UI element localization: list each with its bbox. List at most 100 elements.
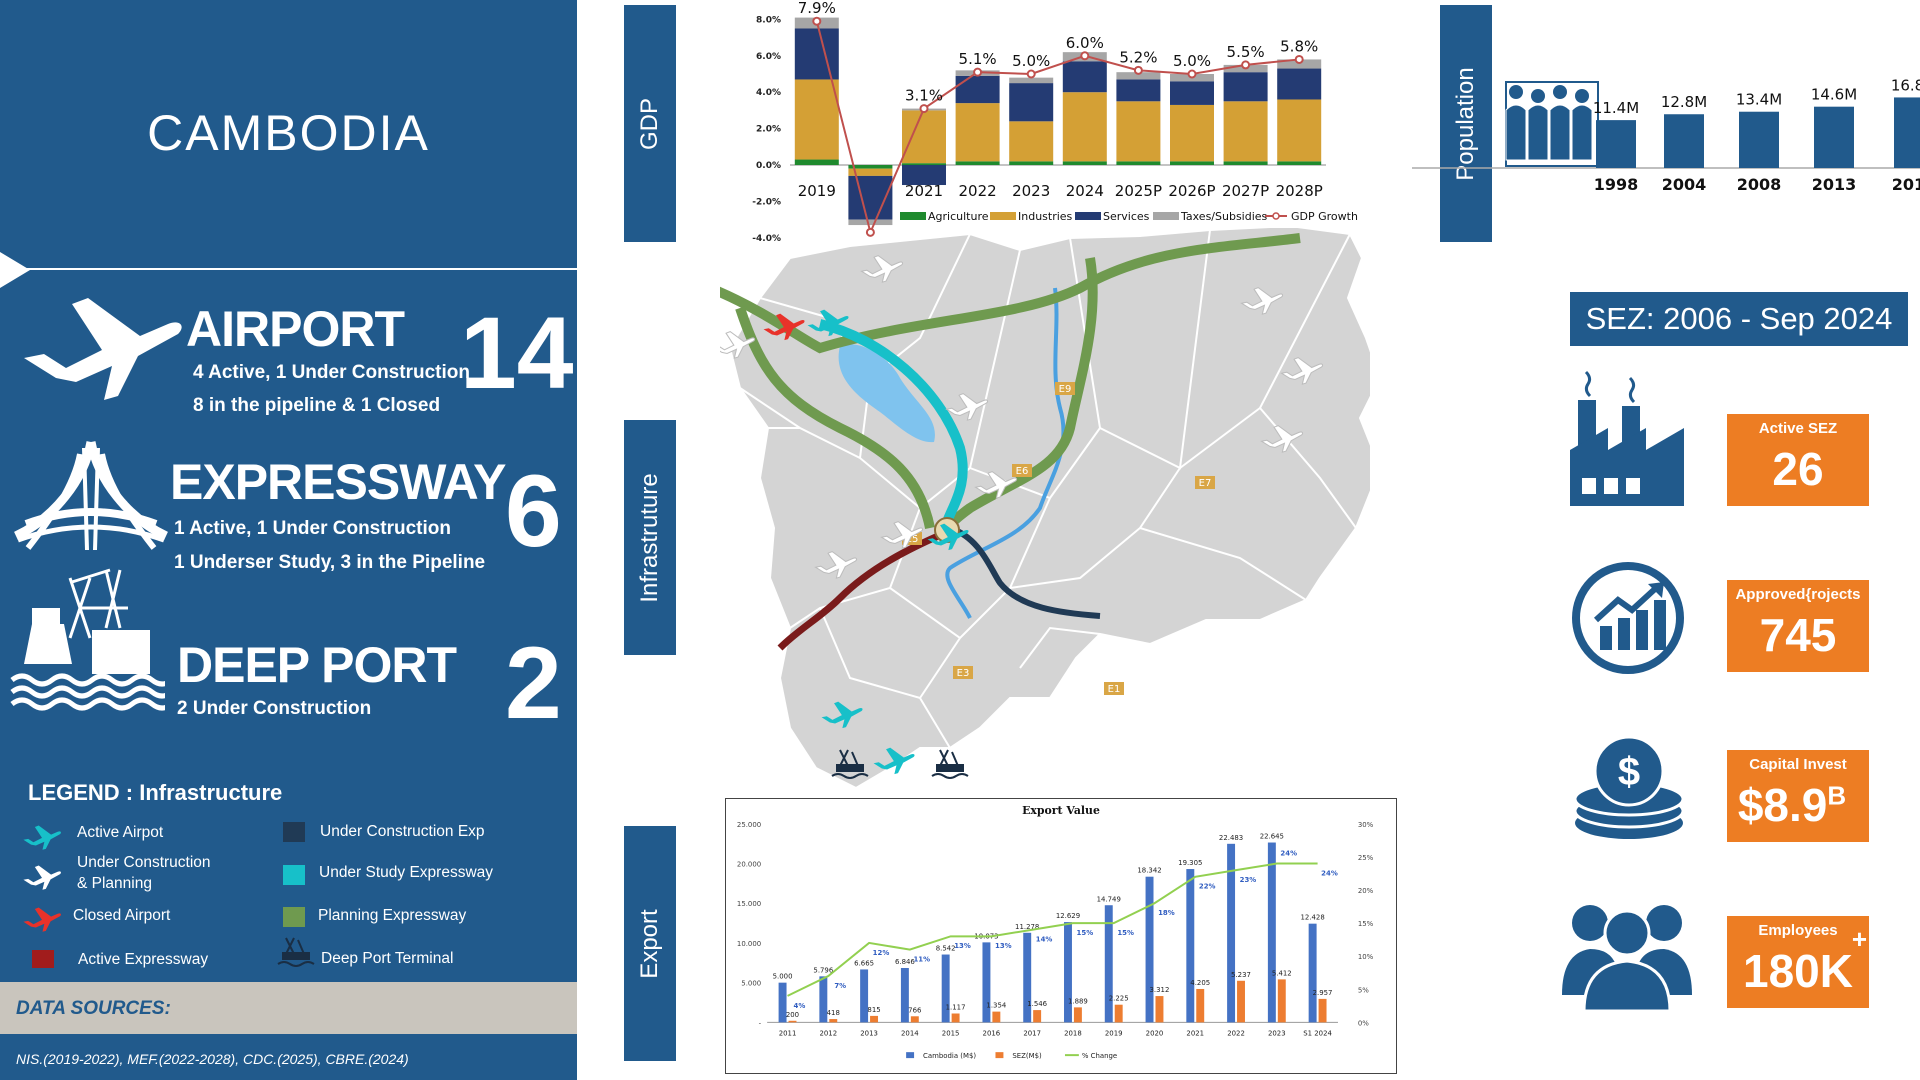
gdp-growth-point xyxy=(919,104,929,114)
gdp-bar-segment xyxy=(1009,77,1054,84)
legend-active-expressway: Active Expressway xyxy=(78,951,209,968)
legend-deep-port-terminal: Deep Port Terminal xyxy=(321,950,454,967)
gdp-x-tick: 2027P xyxy=(1222,182,1269,200)
export-change-label: 12% xyxy=(873,949,890,957)
sez-capital-box: Capital Invest $8.9B xyxy=(1727,750,1869,842)
green-expressway-e7 xyxy=(935,257,1098,541)
export-cambodia-bar xyxy=(982,942,991,1023)
export-sez-label: 418 xyxy=(827,1009,840,1017)
under-study-expressway-swatch xyxy=(283,865,305,885)
country-title: CAMBODIA xyxy=(147,105,430,161)
export-x-tick: 2012 xyxy=(819,1029,837,1037)
gdp-bar-segment xyxy=(1116,161,1161,165)
export-cambodia-label: 12.629 xyxy=(1056,912,1080,920)
export-sez-bar xyxy=(1318,998,1327,1023)
coins-icon: $ xyxy=(1573,735,1685,839)
export-sez-label: 1.889 xyxy=(1068,997,1088,1005)
export-sez-label: 5.237 xyxy=(1231,971,1251,979)
export-y2-tick: 15% xyxy=(1358,920,1374,928)
gdp-growth-point xyxy=(1241,60,1251,70)
gdp-y-tick: 2.0% xyxy=(756,125,781,135)
export-title: Export Value xyxy=(1022,804,1100,817)
population-section-label: Population xyxy=(1440,5,1492,242)
export-x-tick: 2016 xyxy=(983,1029,1001,1037)
gdp-growth-point xyxy=(865,227,875,237)
expressway-line1: 1 Active, 1 Under Construction xyxy=(174,518,451,539)
planning-airport-marker xyxy=(1280,357,1324,385)
export-sez-bar xyxy=(1114,1004,1123,1023)
gdp-x-tick: 2028P xyxy=(1276,182,1323,200)
infrastructure-map: E9 E6 E7 E5 E3 E1 xyxy=(720,228,1370,790)
gdp-bar-segment xyxy=(1223,101,1268,162)
gdp-bar-segment xyxy=(848,165,893,169)
gdp-legend-label: Agriculture xyxy=(928,210,989,223)
sez-capital-suffix: B xyxy=(1827,780,1847,811)
export-change-label: 4% xyxy=(794,1002,806,1010)
people-icon xyxy=(1562,905,1692,1013)
planning-airport-marker xyxy=(974,471,1018,499)
legend-under-study-expressway: Under Study Expressway xyxy=(319,864,494,881)
gdp-growth-line xyxy=(815,20,1300,236)
export-change-line xyxy=(787,862,1318,997)
airport-line2: 8 in the pipeline & 1 Closed xyxy=(193,395,441,416)
deep-port-title: DEEP PORT xyxy=(177,637,457,693)
airport-line1: 4 Active, 1 Under Construction xyxy=(193,362,470,383)
export-cambodia-label: 8.542 xyxy=(936,945,956,953)
legend-planning-expressway: Planning Expressway xyxy=(318,907,467,924)
population-bar xyxy=(1739,111,1779,168)
gdp-bar-segment xyxy=(1223,72,1268,102)
export-cambodia-bar xyxy=(819,976,828,1023)
export-sez-bar xyxy=(992,1011,1001,1023)
export-x-tick: 2015 xyxy=(942,1029,960,1037)
export-x-tick: 2019 xyxy=(1105,1029,1123,1037)
export-legend-swatch xyxy=(906,1052,915,1059)
export-cambodia-bar xyxy=(1104,905,1113,1023)
dark-expressway-e1 xyxy=(948,525,1101,619)
export-cambodia-bar xyxy=(778,982,787,1023)
export-y2-tick: 20% xyxy=(1358,887,1374,895)
sez-capital-label: Capital Invest xyxy=(1749,756,1847,773)
export-change-label: 15% xyxy=(1117,929,1134,937)
export-change-label: 13% xyxy=(954,942,971,950)
legend-under-construction: Under Construction xyxy=(77,854,211,871)
map-label-e9: E9 xyxy=(1059,384,1072,395)
export-sez-bar xyxy=(951,1013,960,1023)
gdp-bar-segment xyxy=(1277,59,1322,69)
export-sez-label: 2.957 xyxy=(1313,989,1333,997)
gdp-bar-segment xyxy=(1277,68,1322,100)
gdp-y-tick: 8.0% xyxy=(756,15,781,25)
active-expressway-swatch xyxy=(32,950,54,968)
gdp-legend-swatch xyxy=(1153,212,1179,220)
export-y2-tick: 10% xyxy=(1358,953,1374,961)
sez-active-box: Active SEZ 26 xyxy=(1727,414,1869,506)
export-sez-label: 2.225 xyxy=(1109,995,1129,1003)
expressway-title: EXPRESSWAY xyxy=(170,454,507,510)
gdp-x-tick: 2019 xyxy=(798,182,836,200)
active-airport-marker xyxy=(807,309,849,337)
active-airport-marker xyxy=(873,747,915,775)
legend-title: LEGEND : Infrastructure xyxy=(28,780,283,805)
export-sez-bar xyxy=(910,1016,919,1023)
population-chart: 11.4M 1998 12.8M 2004 13.4M 2008 14.6M 2013 16.8… xyxy=(1412,76,1920,194)
gdp-chart: 8.0% 6.0% 4.0% 2.0% 0.0% -2.0% -4.0% 2019 2021 20… xyxy=(752,0,1358,244)
gdp-y-tick: -2.0% xyxy=(752,197,781,207)
population-x-tick: 2004 xyxy=(1662,175,1707,194)
export-y-tick: - xyxy=(759,1019,762,1027)
sez-employees-box: Employees 180K + xyxy=(1727,916,1869,1008)
gdp-data-label: 5.5% xyxy=(1227,43,1265,61)
deep-port-terminal-marker xyxy=(831,749,869,779)
gdp-bar-segment xyxy=(848,168,893,176)
population-data-label: 13.4M xyxy=(1736,91,1782,109)
gdp-bar-segment xyxy=(1170,81,1214,105)
divider xyxy=(0,268,577,270)
export-chart: Export Value 25.000 20.000 15.000 10.000 5.00… xyxy=(725,798,1397,1074)
export-sez-bar xyxy=(870,1015,879,1023)
export-change-label: 13% xyxy=(995,942,1012,950)
export-sez-label: 815 xyxy=(867,1006,880,1014)
gdp-growth-point xyxy=(1080,51,1090,61)
export-cambodia-bar xyxy=(1145,876,1154,1023)
sez-employees-label: Employees xyxy=(1758,922,1838,939)
export-sez-bar xyxy=(1033,1010,1042,1023)
export-cambodia-bar xyxy=(1023,932,1032,1023)
legend-closed-airport: Closed Airport xyxy=(73,907,171,924)
